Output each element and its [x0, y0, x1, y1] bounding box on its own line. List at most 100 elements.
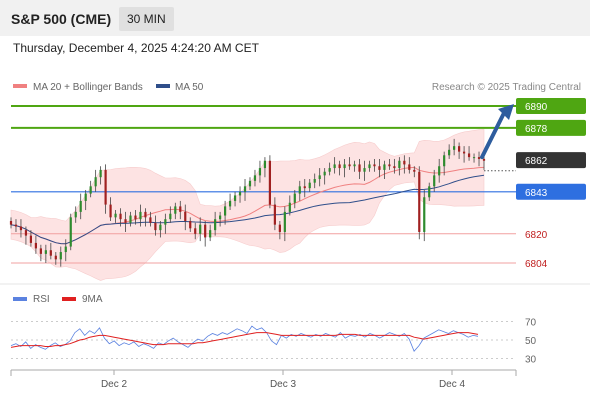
- interval-button[interactable]: 30 MIN: [119, 7, 174, 31]
- candle: [164, 213, 167, 234]
- rsi-tick-70: 70: [525, 317, 537, 328]
- candle-body: [219, 215, 222, 220]
- candle: [159, 221, 162, 238]
- candle: [124, 211, 127, 232]
- candle: [199, 217, 202, 242]
- candle-body: [233, 195, 237, 201]
- resistance-label-box-6890: [516, 98, 586, 114]
- candle-body: [368, 164, 371, 169]
- pivot-label-6843: 6843: [525, 188, 548, 199]
- candle: [453, 138, 456, 156]
- candle-body: [84, 193, 87, 201]
- candle-body: [263, 160, 267, 169]
- forecast-arrow-head: [498, 104, 514, 120]
- candle-body: [119, 213, 122, 220]
- candle-body: [268, 160, 272, 205]
- candle-body: [462, 151, 466, 154]
- resistance-label-6878: 6878: [525, 124, 548, 135]
- candle-body: [293, 193, 296, 203]
- candle-body: [243, 186, 247, 192]
- candle-body: [184, 211, 187, 222]
- candle: [144, 208, 147, 227]
- copyright-text: Research © 2025 Trading Central: [432, 82, 581, 93]
- candle-body: [34, 242, 37, 249]
- candle: [54, 252, 57, 265]
- candle: [14, 219, 18, 232]
- candle: [428, 182, 431, 201]
- candle-body: [428, 186, 431, 198]
- rsi-ma-line: [10, 332, 479, 348]
- candle-body: [477, 157, 481, 159]
- candle: [44, 244, 47, 263]
- candle: [388, 158, 391, 170]
- candle: [169, 206, 172, 223]
- ma20-legend-label: MA 20 + Bollinger Bands: [33, 82, 143, 93]
- candle-body: [418, 171, 421, 232]
- candle: [283, 206, 286, 242]
- candle-body: [353, 164, 356, 167]
- candle-body: [363, 168, 366, 172]
- resistance-label-box-6878: [516, 119, 586, 136]
- candle: [179, 200, 182, 220]
- candle: [79, 193, 82, 220]
- candle: [89, 180, 92, 198]
- candle: [223, 200, 227, 225]
- candle-body: [423, 197, 426, 232]
- candle-body: [408, 164, 411, 170]
- candle-body: [144, 211, 147, 218]
- candle: [467, 146, 471, 161]
- candle: [298, 180, 301, 201]
- candle-body: [174, 206, 177, 214]
- candle-body: [403, 160, 406, 165]
- candle-body: [258, 168, 262, 176]
- candle-body: [467, 153, 471, 158]
- candle-body: [448, 149, 451, 156]
- candle-body: [44, 250, 47, 254]
- pivot-label-box-6843: [516, 183, 586, 200]
- candle: [24, 226, 28, 245]
- candle: [214, 211, 217, 236]
- candle: [398, 157, 401, 176]
- candle-body: [9, 221, 13, 225]
- candle-body: [169, 213, 172, 220]
- candle-body: [179, 206, 182, 212]
- candle-body: [104, 169, 107, 205]
- candle: [49, 242, 52, 260]
- candle: [423, 189, 426, 242]
- candle: [438, 158, 441, 183]
- candle: [109, 197, 112, 222]
- candle: [149, 211, 152, 227]
- candle-body: [273, 204, 276, 225]
- candle: [477, 151, 481, 167]
- candle-body: [94, 177, 97, 187]
- candle-body: [14, 224, 18, 227]
- candle-body: [398, 160, 401, 169]
- candle-body: [433, 175, 436, 187]
- candle: [303, 179, 306, 198]
- candle: [472, 153, 476, 163]
- candle: [64, 239, 67, 262]
- candle-body: [248, 180, 252, 187]
- candle-body: [458, 146, 461, 152]
- candle: [99, 166, 102, 185]
- candle: [293, 189, 296, 209]
- candle-body: [323, 171, 326, 176]
- candle: [458, 142, 461, 159]
- page-title: S&P 500 (CME): [11, 11, 112, 27]
- candle: [263, 157, 267, 178]
- rsi-tick-30: 30: [525, 355, 537, 366]
- candle-body: [154, 222, 157, 231]
- candle-body: [388, 164, 391, 167]
- candle: [338, 160, 341, 176]
- candle: [308, 179, 311, 192]
- candle: [313, 173, 316, 189]
- candle-body: [278, 224, 281, 232]
- candle-body: [194, 228, 197, 234]
- candle: [288, 195, 291, 216]
- candle: [278, 221, 281, 240]
- candle: [204, 221, 207, 247]
- candle-body: [328, 168, 331, 172]
- candle-body: [59, 252, 62, 260]
- candle: [418, 166, 421, 240]
